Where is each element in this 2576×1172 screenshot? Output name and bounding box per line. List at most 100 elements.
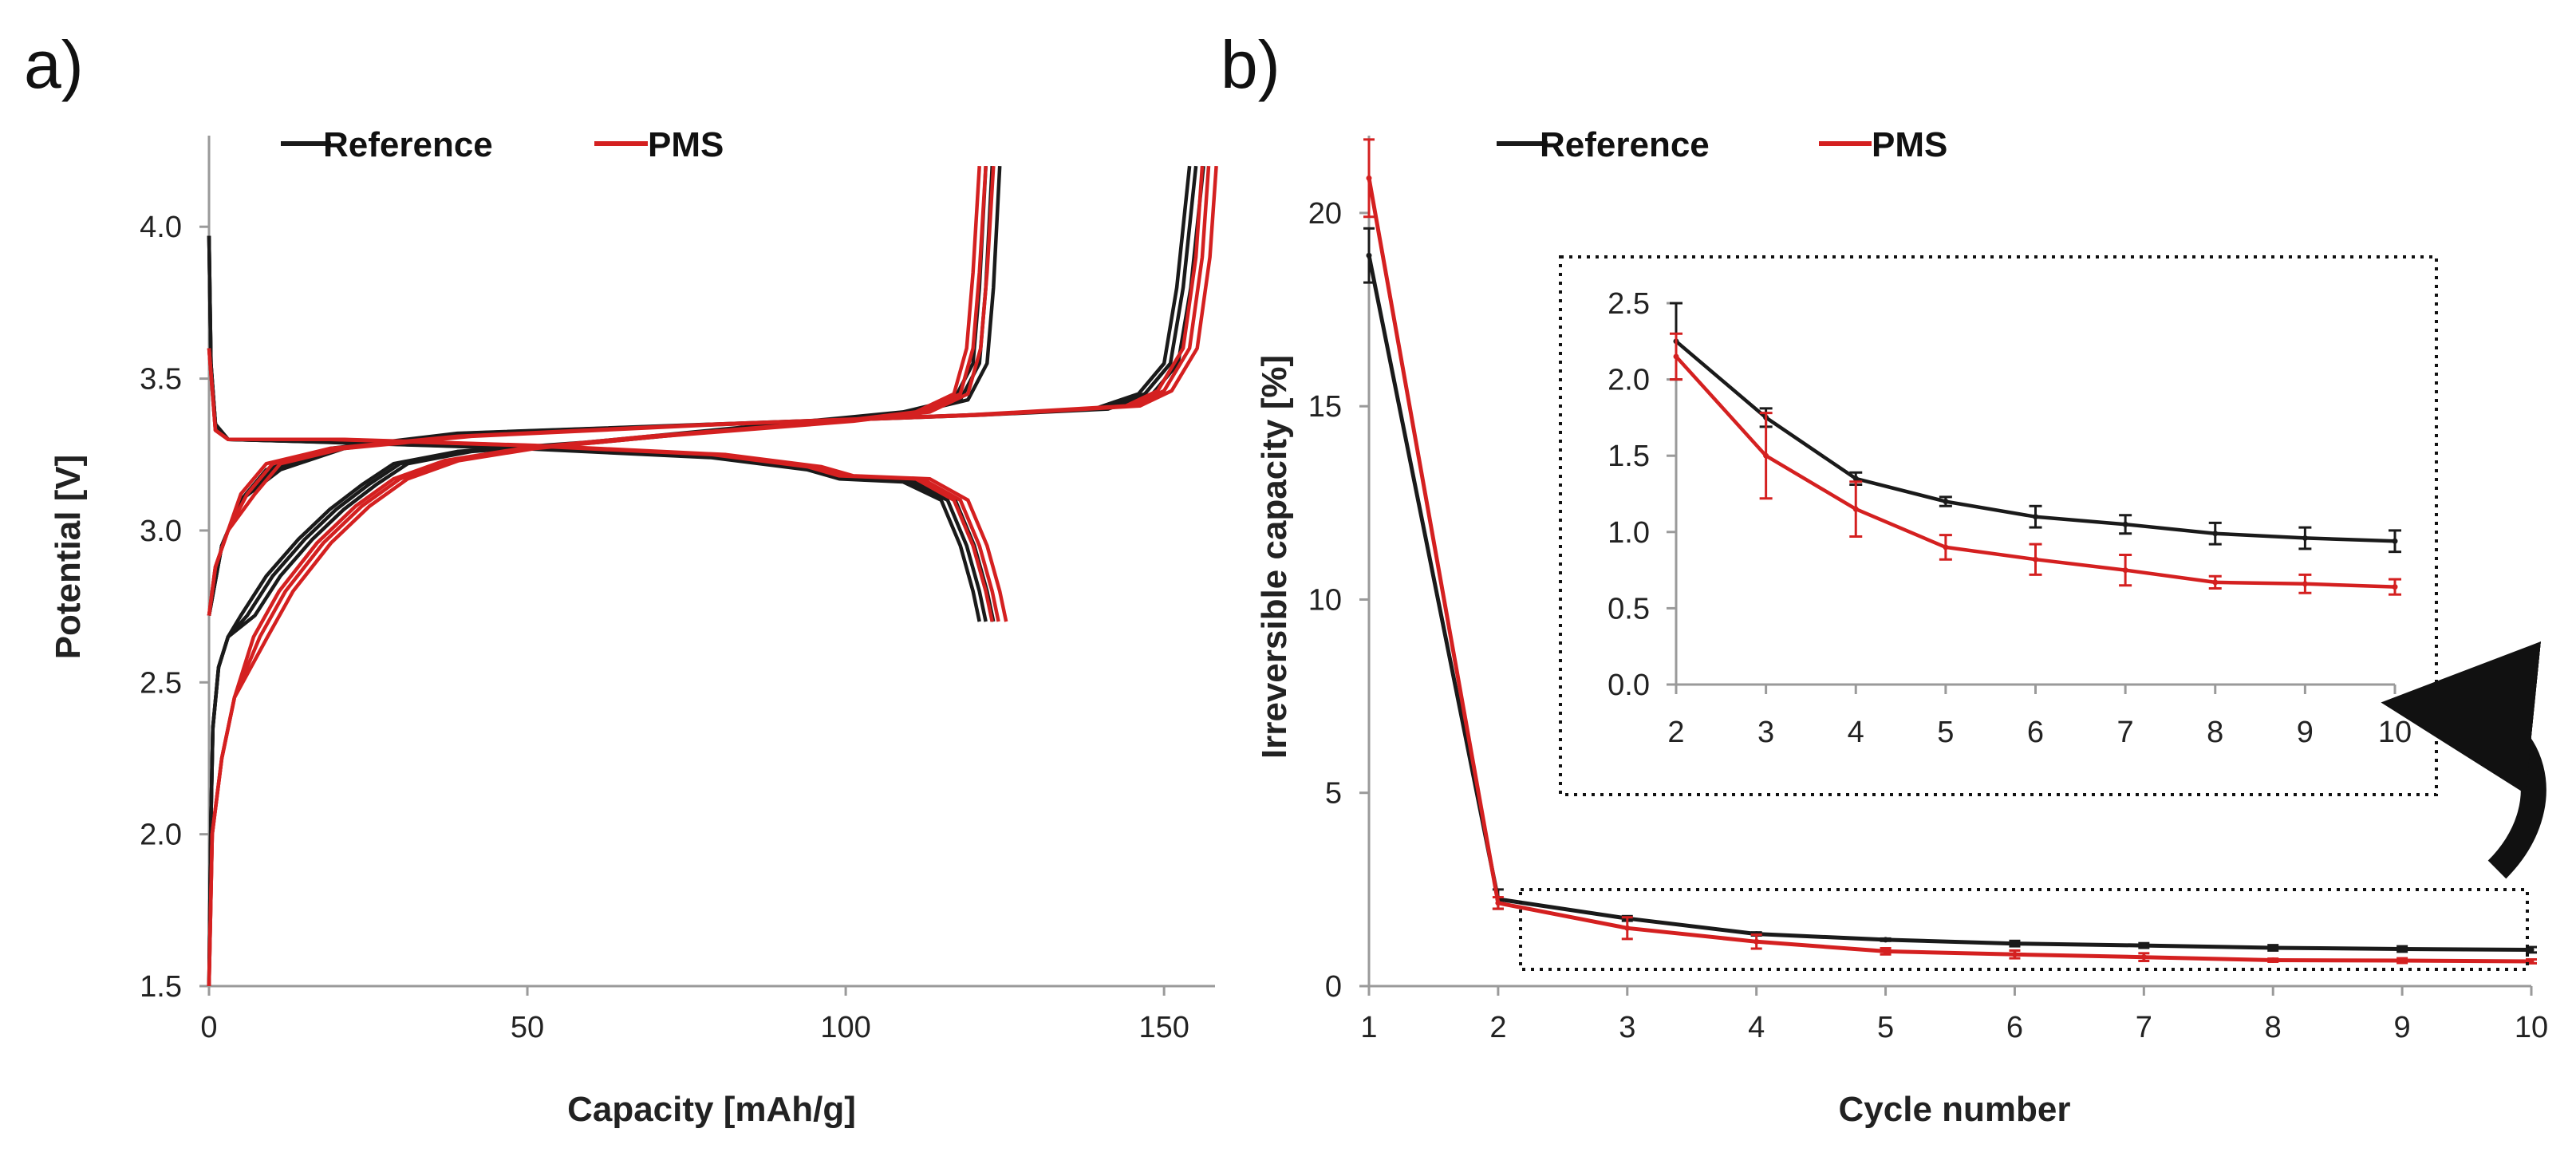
panel-a-x-label: Capacity [mAh/g]: [567, 1090, 856, 1129]
curve-pms-first-charge-cycle-2: [207, 165, 996, 987]
inset-y-ticks: 0.0 0.5 1.0 1.5 2.0 2.5: [1608, 287, 1676, 702]
main-point-reference: [1366, 252, 1372, 258]
panel-a-legend: Reference PMS: [281, 125, 724, 164]
x-tick-label: 0: [200, 1011, 217, 1044]
panel-b-x-ticks: 1 2 3 4 5 6 7 8 9 10: [1360, 986, 2548, 1044]
inset-series-pms: [1670, 332, 2401, 596]
panel-a: a) 0 50 100 150 1.5 2.0 2.5 3.0 3.5 4.0 Referenc…: [24, 27, 1218, 1129]
y-tick-label: 4.0: [140, 211, 182, 244]
curve-reference-long-charge-cycle-2: [207, 165, 1205, 616]
inset-x-tick-label: 6: [2027, 716, 2044, 749]
main-point-reference: [1883, 937, 1889, 943]
inset-point-pms: [2033, 556, 2038, 562]
inset-point-reference: [2392, 538, 2398, 544]
inset-x-ticks: 2 3 4 5 6 7 8 9 10: [1667, 685, 2412, 749]
curve-pms-first-discharge-cycle-3: [207, 348, 994, 622]
inset-point-pms: [2302, 581, 2308, 587]
main-point-pms: [2528, 958, 2535, 965]
panel-a-letter: a): [24, 27, 84, 102]
x-tick-label: 10: [2515, 1011, 2548, 1044]
main-point-pms: [1366, 175, 1372, 181]
zoom-arrow-icon: [2381, 641, 2546, 879]
inset-x-tick-label: 7: [2117, 716, 2134, 749]
panel-b-letter: b): [1221, 27, 1280, 102]
curve-reference-long-charge-cycle-3: [207, 165, 1192, 616]
x-tick-label: 9: [2394, 1011, 2411, 1044]
main-point-pms: [1495, 900, 1501, 906]
inset-x-tick-label: 8: [2207, 716, 2223, 749]
curve-pms-first-discharge-cycle-2: [207, 348, 1008, 622]
curve-reference-first-charge-cycle-1: [207, 165, 994, 987]
inset-frame: [1559, 255, 2438, 796]
main-point-pms: [2270, 957, 2276, 964]
x-tick-label: 6: [2006, 1011, 2023, 1044]
panel-b-y-ticks: 0 5 10 15 20: [1308, 197, 1369, 1004]
inset-y-tick-label: 2.5: [1608, 287, 1650, 321]
legend-label-reference-b: Reference: [1540, 125, 1710, 164]
inset-point-reference: [2122, 521, 2128, 527]
main-point-pms: [2011, 951, 2018, 957]
main-point-reference: [2528, 946, 2535, 953]
panel-b: b) 1 2 3 4 5 6 7 8 9 10 0 5 10 15 20 Reference PMS Cy…: [1221, 27, 2548, 1129]
y-tick-label: 1.5: [140, 970, 182, 1004]
inset-x-tick-label: 10: [2378, 716, 2412, 749]
x-tick-label: 3: [1619, 1011, 1635, 1044]
inset-point-pms: [1763, 452, 1769, 459]
x-tick-label: 7: [2136, 1011, 2152, 1044]
main-line-reference: [1367, 255, 2532, 952]
main-point-pms: [1753, 938, 1760, 945]
curve-pms-first-charge-cycle-3: [207, 165, 981, 987]
inset-point-pms: [2212, 579, 2219, 586]
inset-y-tick-label: 2.0: [1608, 364, 1650, 397]
legend-label-reference: Reference: [323, 125, 493, 164]
panel-a-axes: 0 50 100 150 1.5 2.0 2.5 3.0 3.5 4.0: [140, 136, 1215, 1044]
curve-pms-long-charge-cycle-3: [207, 165, 1205, 616]
inset-point-reference: [2212, 531, 2219, 537]
inset-x-tick-label: 3: [1757, 716, 1774, 749]
main-point-reference: [2270, 945, 2276, 951]
panel-a-curves: [207, 165, 1218, 987]
panel-b-y-label: Irreversible capacity [%]: [1255, 355, 1294, 759]
inset-series-reference: [1670, 302, 2401, 554]
inset-point-reference: [1852, 476, 1859, 482]
main-series-pms: [1363, 138, 2537, 965]
inset-point-pms: [2392, 584, 2398, 590]
panel-a-y-label: Potential [V]: [49, 455, 88, 660]
main-line-pms: [1367, 177, 2532, 964]
legend-label-pms-b: PMS: [1872, 125, 1947, 164]
y-tick-label: 2.0: [140, 819, 182, 852]
inset-y-tick-label: 0.0: [1608, 669, 1650, 702]
curve-pms-first-discharge-cycle-1: [207, 348, 1000, 622]
panel-a-x-ticks: 0 50 100 150: [200, 986, 1189, 1044]
inset-point-reference: [1943, 499, 1949, 505]
panel-b-legend: Reference PMS: [1497, 125, 1947, 164]
main-point-pms: [1624, 925, 1631, 931]
main-point-reference: [2399, 945, 2405, 952]
inset-x-tick-label: 9: [2297, 716, 2314, 749]
inset-y-tick-label: 1.5: [1608, 440, 1650, 473]
inset-point-pms: [2122, 567, 2128, 574]
curve-reference-first-discharge-cycle-3: [207, 235, 981, 622]
x-tick-label: 8: [2265, 1011, 2282, 1044]
x-tick-label: 4: [1748, 1011, 1765, 1044]
y-tick-label: 15: [1308, 390, 1342, 424]
y-tick-label: 3.0: [140, 515, 182, 548]
inset-x-tick-label: 5: [1937, 716, 1954, 749]
inset-y-tick-label: 0.5: [1608, 592, 1650, 625]
y-tick-label: 3.5: [140, 363, 182, 397]
x-tick-label: 100: [820, 1011, 870, 1044]
y-tick-label: 0: [1325, 970, 1342, 1004]
main-point-pms: [2140, 954, 2147, 961]
inset-point-reference: [2033, 514, 2038, 520]
inset-point-pms: [1673, 353, 1679, 360]
panel-b-series: [1363, 138, 2537, 965]
inset-series: [1670, 302, 2401, 596]
panel-b-x-label: Cycle number: [1839, 1090, 2071, 1129]
inset-x-tick-label: 2: [1667, 716, 1684, 749]
inset-y-tick-label: 1.0: [1608, 516, 1650, 550]
y-tick-label: 5: [1325, 777, 1342, 811]
main-point-reference: [2011, 941, 2018, 947]
x-tick-label: 1: [1360, 1011, 1377, 1044]
panel-a-y-ticks: 1.5 2.0 2.5 3.0 3.5 4.0: [140, 211, 209, 1004]
